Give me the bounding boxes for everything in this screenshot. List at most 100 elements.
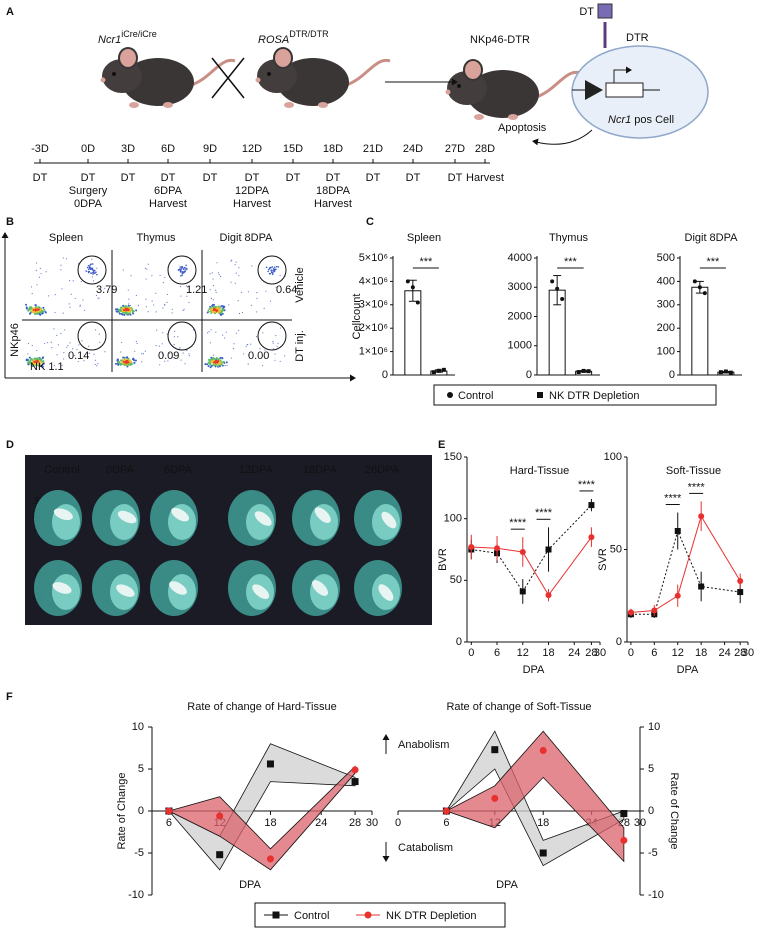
data-point: [698, 583, 705, 590]
event-dot: [163, 304, 166, 306]
event-dot: [182, 352, 184, 354]
data-point: [545, 592, 552, 599]
x-tick-label: 28: [349, 817, 361, 829]
event-dot: [135, 340, 137, 343]
event-dot: [141, 361, 143, 363]
event-dot: [34, 357, 37, 360]
event-dot: [209, 289, 211, 291]
arrow-head: [452, 78, 458, 86]
event-dot: [36, 284, 38, 286]
y-axis-label: BVR: [437, 548, 449, 571]
event-dot: [144, 350, 146, 352]
data-point: [468, 544, 475, 551]
mouse-foot: [284, 102, 294, 108]
arrow-head: [382, 734, 390, 740]
y-tick-label: 0: [616, 636, 622, 648]
event-dot: [92, 269, 94, 272]
event-dot: [221, 334, 224, 336]
event-dot: [284, 355, 286, 357]
event-dot: [26, 361, 29, 364]
event-dot: [36, 360, 39, 363]
event-dot: [91, 267, 93, 269]
event-dot: [180, 295, 182, 297]
event-dot: [93, 269, 96, 272]
event-dot: [46, 342, 49, 344]
legend-label: NK DTR Depletion: [386, 910, 476, 922]
event-dot: [271, 266, 274, 268]
event-dot: [44, 342, 46, 345]
event-dot: [261, 365, 264, 367]
event-dot: [220, 313, 223, 316]
event-dot: [39, 362, 42, 365]
event-dot: [99, 341, 101, 343]
timeline-day: 9D: [203, 143, 217, 155]
event-dot: [95, 294, 98, 297]
event-dot: [180, 275, 182, 277]
event-dot: [39, 308, 42, 311]
event-dot: [220, 309, 223, 312]
event-dot: [47, 295, 50, 297]
ct-bone: [52, 582, 72, 594]
event-dot: [129, 304, 132, 307]
event-dot: [127, 363, 130, 366]
event-dot: [116, 358, 119, 361]
event-dot: [233, 343, 235, 345]
ct-bone: [314, 507, 331, 523]
y-tick-label: -10: [128, 889, 144, 901]
event-dot: [34, 360, 37, 363]
event-dot: [182, 268, 185, 270]
event-dot: [212, 363, 215, 366]
event-dot: [67, 344, 69, 347]
event-dot: [186, 295, 188, 297]
event-dot: [79, 304, 81, 306]
event-dot: [186, 268, 188, 270]
event-dot: [273, 266, 276, 268]
y-tick-label: 1×10⁶: [359, 346, 388, 358]
event-dot: [123, 311, 126, 314]
gate-percentage: 1.21: [186, 284, 207, 296]
arrow-head: [1, 232, 9, 238]
data-point: [216, 812, 224, 820]
panel-label: C: [366, 216, 374, 228]
event-dot: [264, 349, 266, 351]
event-dot: [116, 308, 119, 311]
event-dot: [238, 329, 240, 331]
event-dot: [60, 264, 62, 266]
event-dot: [146, 268, 148, 270]
annotation: Catabolism: [398, 842, 453, 854]
data-point: [702, 291, 707, 296]
data-point: [674, 528, 681, 534]
event-dot: [62, 257, 64, 259]
event-dot: [219, 356, 222, 359]
event-dot: [25, 307, 28, 310]
gene-name: Ncr1: [608, 114, 631, 126]
event-dot: [268, 268, 270, 271]
event-dot: [27, 353, 29, 355]
ct-bone: [378, 584, 394, 601]
event-dot: [114, 308, 117, 311]
event-dot: [128, 303, 130, 305]
event-dot: [235, 332, 237, 334]
data-point: [555, 286, 560, 291]
event-dot: [43, 308, 46, 311]
event-dot: [180, 268, 183, 270]
ct-bone: [312, 580, 328, 596]
event-dot: [211, 272, 213, 274]
x-tick-label: 24: [718, 647, 730, 659]
event-dot: [50, 341, 52, 343]
event-dot: [36, 309, 39, 312]
event-dot: [280, 327, 282, 329]
event-dot: [53, 328, 55, 330]
mouse-eye: [457, 84, 461, 88]
timeline-event: DT: [33, 172, 48, 184]
event-dot: [184, 270, 186, 273]
timeline-event: Harvest: [466, 172, 504, 184]
data-point: [436, 368, 441, 373]
gene-name: Ncr1: [98, 34, 121, 46]
event-dot: [179, 286, 182, 288]
event-dot: [217, 311, 220, 314]
event-dot: [166, 293, 169, 296]
arrow-head: [350, 374, 356, 382]
y-tick-label: 200: [657, 322, 675, 334]
event-dot: [53, 364, 55, 367]
